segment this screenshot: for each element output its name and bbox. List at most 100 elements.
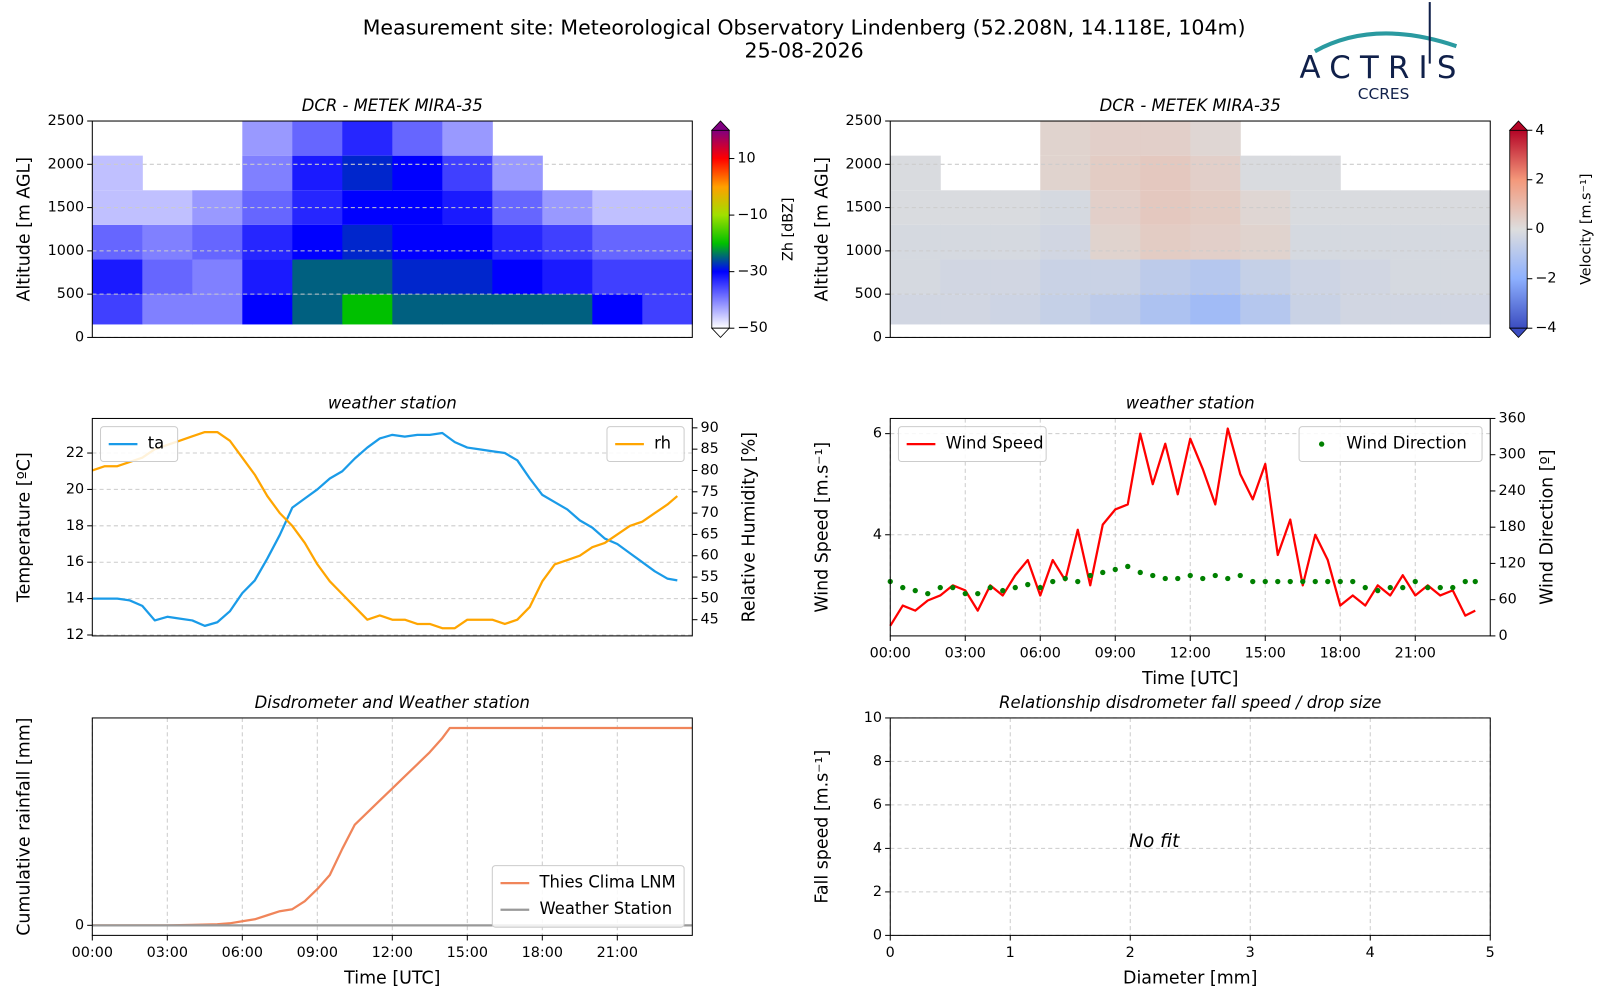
- heatmap-cell: [1090, 259, 1141, 295]
- x-tick-label: 00:00: [870, 645, 911, 661]
- colorbar-tick-label: −30: [737, 264, 767, 280]
- heatmap-cell: [542, 259, 593, 295]
- y2-tick-label: 75: [701, 484, 719, 500]
- axes-frame: [889, 717, 1491, 936]
- colorbar-extension: [710, 327, 731, 339]
- heatmap-cell: [1190, 224, 1241, 260]
- y2-tick-label: 60: [1498, 592, 1516, 608]
- heatmap-cell: [492, 259, 543, 295]
- marker: [1137, 569, 1143, 576]
- heatmap-cell: [292, 155, 343, 191]
- marker: [1212, 572, 1218, 579]
- logo-subtext: CCRES: [1358, 85, 1410, 103]
- y-tick-label: 20: [66, 481, 84, 497]
- marker: [1062, 575, 1068, 582]
- colorbar: [1509, 129, 1528, 329]
- marker: [937, 584, 943, 591]
- marker: [1325, 578, 1331, 585]
- x-tick-label: 06:00: [222, 945, 263, 961]
- x-tick-label: 15:00: [1245, 645, 1286, 661]
- heatmap-cell: [92, 294, 143, 325]
- logo-arc: [1313, 31, 1458, 54]
- colorbar-tick-label: 2: [1535, 172, 1544, 188]
- heatmap-cell: [392, 121, 443, 156]
- axes-frame: [889, 120, 1491, 338]
- heatmap-cell: [592, 294, 643, 325]
- heatmap-cell: [192, 294, 243, 325]
- line: [889, 427, 1476, 627]
- heatmap-cell: [1090, 224, 1141, 260]
- x-tick-label: 1: [1006, 945, 1015, 961]
- heatmap-cell: [242, 121, 293, 156]
- legend-label: Thies Clima LNM: [538, 873, 675, 892]
- y-tick-label: 8: [873, 753, 882, 769]
- heatmap-cell: [1240, 259, 1291, 295]
- marker: [1250, 578, 1256, 585]
- x-tick-label: 12:00: [1170, 645, 1211, 661]
- marker: [1362, 584, 1368, 591]
- legend-box: [491, 865, 685, 928]
- y-tick-label: 1500: [48, 200, 85, 216]
- heatmap-cell: [242, 224, 293, 260]
- x-tick-label: 06:00: [1020, 645, 1061, 661]
- y2-tick-label: 65: [701, 526, 719, 542]
- colorbar-tick-label: 4: [1535, 122, 1544, 138]
- y2-tick-label: 70: [701, 505, 719, 521]
- colorbar-label: Zh [dBZ]: [781, 198, 797, 261]
- x-tick-label: 0: [886, 945, 895, 961]
- marker: [1425, 584, 1431, 591]
- colorbar-label: Velocity [m.s⁻¹]: [1579, 174, 1595, 285]
- marker: [1472, 578, 1478, 585]
- y2-axis-label: Wind Direction [º]: [1538, 449, 1558, 604]
- legend-box: [1298, 426, 1483, 463]
- heatmap-cell: [1140, 121, 1191, 156]
- marker: [975, 590, 981, 597]
- y-axis-label: Fall speed [m.s⁻¹]: [813, 750, 833, 904]
- marker: [1375, 587, 1381, 594]
- y2-tick-label: 0: [1498, 628, 1507, 644]
- marker: [925, 590, 931, 597]
- heatmap-cell: [1140, 155, 1191, 191]
- y-tick-label: 500: [57, 286, 84, 302]
- heatmap-cell: [442, 294, 493, 325]
- heatmap-cell: [1440, 224, 1491, 260]
- heatmap-cell: [1340, 294, 1391, 325]
- marker: [1037, 584, 1043, 591]
- heatmap-cell: [1340, 224, 1391, 260]
- y-tick-label: 2000: [846, 156, 883, 172]
- heatmap-cell: [442, 224, 493, 260]
- heatmap-cell: [1140, 294, 1191, 325]
- heatmap-cell: [342, 155, 393, 191]
- y2-tick-label: 80: [701, 462, 719, 478]
- heatmap-cell: [890, 155, 941, 191]
- y-axis-label: Cumulative rainfall [mm]: [15, 718, 35, 936]
- marker: [1450, 584, 1456, 591]
- y2-tick-label: 50: [701, 590, 719, 606]
- y-tick-label: 2: [873, 884, 882, 900]
- figure-title: Measurement site: Meteorological Observa…: [363, 16, 1246, 40]
- x-axis-label: Time [UTC]: [1141, 669, 1238, 689]
- marker: [1225, 575, 1231, 582]
- x-tick-label: 21:00: [1395, 645, 1436, 661]
- heatmap-cell: [940, 259, 991, 295]
- legend-box: [897, 426, 1047, 463]
- logo: ACTRIS CCRES: [1300, 2, 1458, 103]
- marker: [1262, 578, 1268, 585]
- heatmap-cell: [1240, 224, 1291, 260]
- x-tick-label: 03:00: [945, 645, 986, 661]
- colorbar-extension: [710, 120, 731, 131]
- heatmap-cell: [1390, 224, 1441, 260]
- heatmap-cell: [940, 294, 991, 325]
- heatmap-cell: [1240, 155, 1291, 191]
- legend-label: Wind Speed: [946, 434, 1044, 453]
- heatmap-cell: [1040, 259, 1091, 295]
- marker: [1100, 569, 1106, 576]
- heatmap-cell: [592, 224, 643, 260]
- colorbar-extension: [1508, 327, 1529, 339]
- colorbar-tick-label: 10: [737, 151, 755, 167]
- x-axis-label: Time [UTC]: [343, 968, 440, 988]
- y-tick-label: 18: [66, 518, 84, 534]
- heatmap-cell: [92, 155, 143, 191]
- heatmap-cell: [342, 294, 393, 325]
- heatmap-cell: [442, 259, 493, 295]
